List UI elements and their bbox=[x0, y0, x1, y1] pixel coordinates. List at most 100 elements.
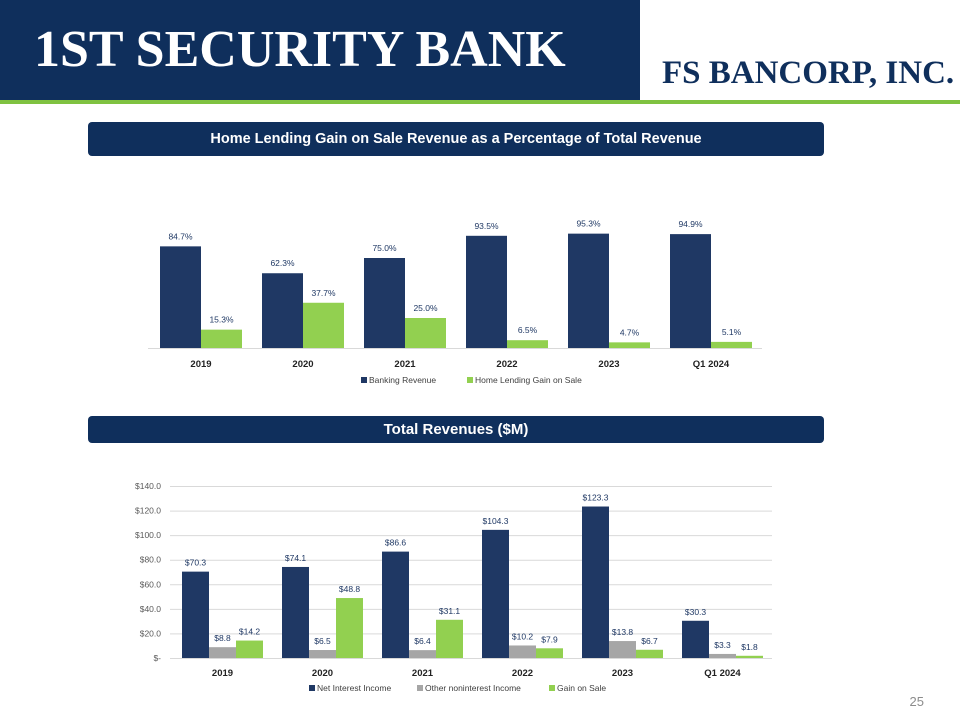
data-label-banking-revenue-2020: 62.3% bbox=[270, 258, 295, 268]
bar-home-lending-gain-on-sale-2022 bbox=[507, 340, 548, 348]
data-label-gain-on-sale-2021: $31.1 bbox=[439, 606, 461, 616]
legend-swatch-banking-revenue bbox=[361, 377, 367, 383]
data-label-net-interest-income-2023: $123.3 bbox=[583, 493, 609, 503]
bar-net-interest-income-2022 bbox=[482, 529, 509, 658]
bar-net-interest-income-2020 bbox=[282, 566, 309, 658]
legend-label-banking-revenue: Banking Revenue bbox=[369, 375, 436, 385]
legend-label-net-interest-income: Net Interest Income bbox=[317, 683, 391, 693]
data-label-net-interest-income-2021: $86.6 bbox=[385, 538, 407, 548]
bar-other-noninterest-income-2021 bbox=[409, 650, 436, 658]
bar-gain-on-sale-2023 bbox=[636, 649, 663, 658]
data-label-banking-revenue-2019: 84.7% bbox=[168, 231, 193, 241]
x-tick-label-2021: 2021 bbox=[394, 359, 416, 370]
x-tick-label-2023: 2023 bbox=[598, 359, 619, 370]
data-label-banking-revenue-2022: 93.5% bbox=[474, 221, 499, 231]
x-tick-label-2022: 2022 bbox=[512, 668, 533, 679]
bar-other-noninterest-income-2020 bbox=[309, 650, 336, 658]
data-label-banking-revenue-2021: 75.0% bbox=[372, 243, 397, 253]
x-tick-label-2022: 2022 bbox=[496, 359, 517, 370]
bank-logo: 1ST SECURITY BANK bbox=[34, 21, 566, 78]
data-label-gain-on-sale-2019: $14.2 bbox=[239, 627, 261, 637]
y-tick-label-7: $140.0 bbox=[135, 481, 161, 491]
x-tick-label-q1-2024: Q1 2024 bbox=[693, 359, 730, 370]
bar-banking-revenue-2022 bbox=[466, 235, 507, 348]
data-label-net-interest-income-2022: $104.3 bbox=[483, 516, 509, 526]
section-title-gain-on-sale: Home Lending Gain on Sale Revenue as a P… bbox=[88, 122, 824, 156]
data-label-home-lending-gain-on-sale-2019: 15.3% bbox=[209, 315, 234, 325]
bar-gain-on-sale-2019 bbox=[236, 640, 263, 658]
bar-net-interest-income-2021 bbox=[382, 551, 409, 658]
bar-gain-on-sale-2020 bbox=[336, 598, 363, 658]
section-title-total-revenues: Total Revenues ($M) bbox=[88, 416, 824, 443]
header-white-panel bbox=[640, 0, 960, 100]
x-tick-label-2020: 2020 bbox=[312, 668, 333, 679]
bar-other-noninterest-income-2022 bbox=[509, 645, 536, 658]
bar-gain-on-sale-2022 bbox=[536, 648, 563, 658]
data-label-net-interest-income-2019: $70.3 bbox=[185, 558, 207, 568]
y-tick-label-5: $100.0 bbox=[135, 530, 161, 540]
data-label-gain-on-sale-2022: $7.9 bbox=[541, 634, 558, 644]
data-label-gain-on-sale-2020: $48.8 bbox=[339, 584, 361, 594]
data-label-home-lending-gain-on-sale-2021: 25.0% bbox=[413, 303, 438, 313]
corp-logo: FS BANCORP, INC. bbox=[662, 55, 955, 91]
data-label-home-lending-gain-on-sale-q1-2024: 5.1% bbox=[722, 327, 742, 337]
legend-swatch-home-lending-gain-on-sale bbox=[467, 377, 473, 383]
y-tick-label-1: $20.0 bbox=[140, 628, 162, 638]
x-tick-label-2021: 2021 bbox=[412, 668, 434, 679]
data-label-banking-revenue-2023: 95.3% bbox=[576, 219, 601, 229]
data-label-gain-on-sale-q1-2024: $1.8 bbox=[741, 642, 758, 652]
bar-other-noninterest-income-q1-2024 bbox=[709, 653, 736, 658]
y-tick-label-6: $120.0 bbox=[135, 506, 161, 516]
bar-net-interest-income-2023 bbox=[582, 506, 609, 658]
legend-swatch-net-interest-income bbox=[309, 685, 315, 691]
data-label-other-noninterest-income-2022: $10.2 bbox=[512, 631, 534, 641]
bar-banking-revenue-2021 bbox=[364, 258, 405, 348]
bar-net-interest-income-q1-2024 bbox=[682, 620, 709, 658]
y-tick-label-3: $60.0 bbox=[140, 579, 162, 589]
x-tick-label-q1-2024: Q1 2024 bbox=[704, 668, 741, 679]
data-label-home-lending-gain-on-sale-2023: 4.7% bbox=[620, 327, 640, 337]
header-navy-panel: 1ST SECURITY BANK bbox=[0, 0, 640, 100]
y-tick-label-2: $40.0 bbox=[140, 604, 162, 614]
bar-banking-revenue-2020 bbox=[262, 273, 303, 348]
bar-home-lending-gain-on-sale-q1-2024 bbox=[711, 341, 752, 348]
x-tick-label-2020: 2020 bbox=[292, 359, 313, 370]
x-tick-label-2019: 2019 bbox=[190, 359, 211, 370]
bar-gain-on-sale-2021 bbox=[436, 619, 463, 658]
data-label-other-noninterest-income-2023: $13.8 bbox=[612, 627, 634, 637]
bar-banking-revenue-2019 bbox=[160, 246, 201, 348]
legend-swatch-other-noninterest-income bbox=[417, 685, 423, 691]
x-tick-label-2023: 2023 bbox=[612, 668, 633, 679]
bar-net-interest-income-2019 bbox=[182, 571, 209, 658]
data-label-other-noninterest-income-2021: $6.4 bbox=[414, 636, 431, 646]
legend-label-gain-on-sale: Gain on Sale bbox=[557, 683, 606, 693]
slide-header: 1ST SECURITY BANK FS BANCORP, INC. bbox=[0, 0, 960, 104]
data-label-other-noninterest-income-q1-2024: $3.3 bbox=[714, 640, 731, 650]
legend-label-home-lending-gain-on-sale: Home Lending Gain on Sale bbox=[475, 375, 582, 385]
bar-gain-on-sale-q1-2024 bbox=[736, 655, 763, 658]
data-label-home-lending-gain-on-sale-2020: 37.7% bbox=[311, 288, 336, 298]
header-divider bbox=[0, 100, 960, 104]
bar-banking-revenue-q1-2024 bbox=[670, 234, 711, 348]
bar-home-lending-gain-on-sale-2023 bbox=[609, 342, 650, 348]
y-tick-label-4: $80.0 bbox=[140, 555, 162, 565]
bar-home-lending-gain-on-sale-2021 bbox=[405, 318, 446, 348]
data-label-banking-revenue-q1-2024: 94.9% bbox=[678, 219, 703, 229]
bar-banking-revenue-2023 bbox=[568, 233, 609, 348]
bar-other-noninterest-income-2023 bbox=[609, 641, 636, 658]
bar-other-noninterest-income-2019 bbox=[209, 647, 236, 658]
y-tick-label-0: $- bbox=[153, 653, 161, 663]
data-label-other-noninterest-income-2019: $8.8 bbox=[214, 633, 231, 643]
data-label-net-interest-income-q1-2024: $30.3 bbox=[685, 607, 707, 617]
page-number: 25 bbox=[909, 694, 924, 709]
bar-home-lending-gain-on-sale-2020 bbox=[303, 302, 344, 348]
legend-swatch-gain-on-sale bbox=[549, 685, 555, 691]
data-label-net-interest-income-2020: $74.1 bbox=[285, 553, 307, 563]
data-label-home-lending-gain-on-sale-2022: 6.5% bbox=[518, 325, 538, 335]
data-label-gain-on-sale-2023: $6.7 bbox=[641, 636, 658, 646]
bar-home-lending-gain-on-sale-2019 bbox=[201, 329, 242, 348]
x-tick-label-2019: 2019 bbox=[212, 668, 233, 679]
data-label-other-noninterest-income-2020: $6.5 bbox=[314, 636, 331, 646]
